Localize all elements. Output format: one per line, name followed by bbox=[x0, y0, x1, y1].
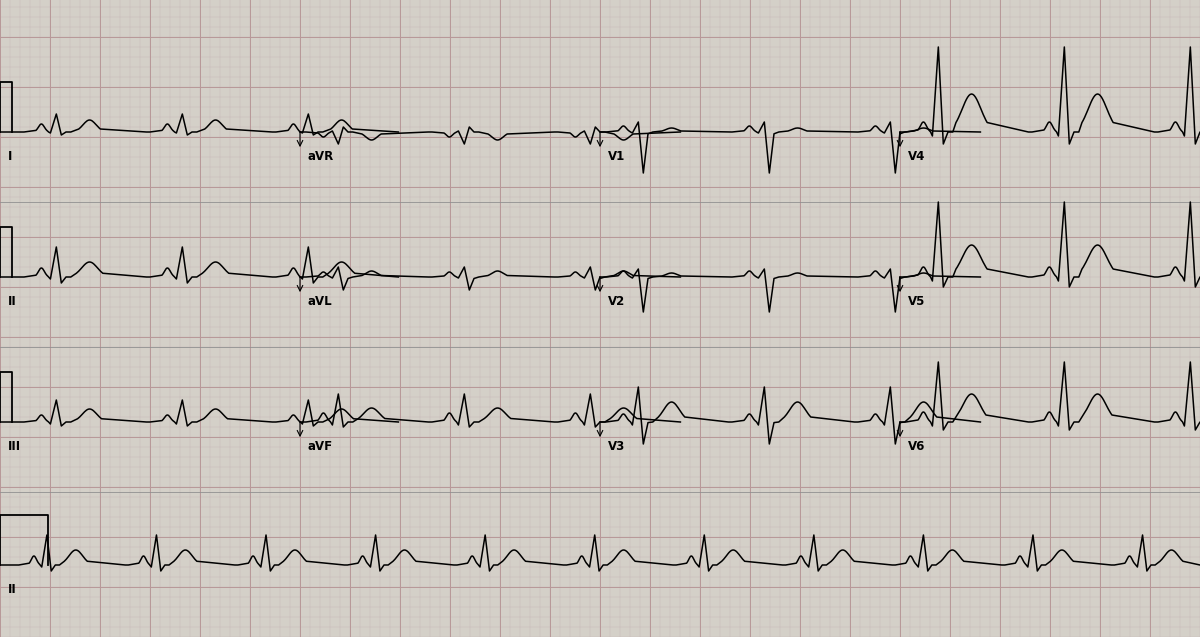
Text: aVF: aVF bbox=[308, 440, 334, 453]
Text: II: II bbox=[8, 295, 17, 308]
Text: V6: V6 bbox=[908, 440, 925, 453]
Text: aVL: aVL bbox=[308, 295, 332, 308]
Text: V4: V4 bbox=[908, 150, 925, 163]
Text: V5: V5 bbox=[908, 295, 925, 308]
Text: III: III bbox=[8, 440, 22, 453]
Text: I: I bbox=[8, 150, 12, 163]
Text: V3: V3 bbox=[608, 440, 625, 453]
Text: II: II bbox=[8, 583, 17, 596]
Text: V1: V1 bbox=[608, 150, 625, 163]
Text: aVR: aVR bbox=[308, 150, 335, 163]
Text: V2: V2 bbox=[608, 295, 625, 308]
